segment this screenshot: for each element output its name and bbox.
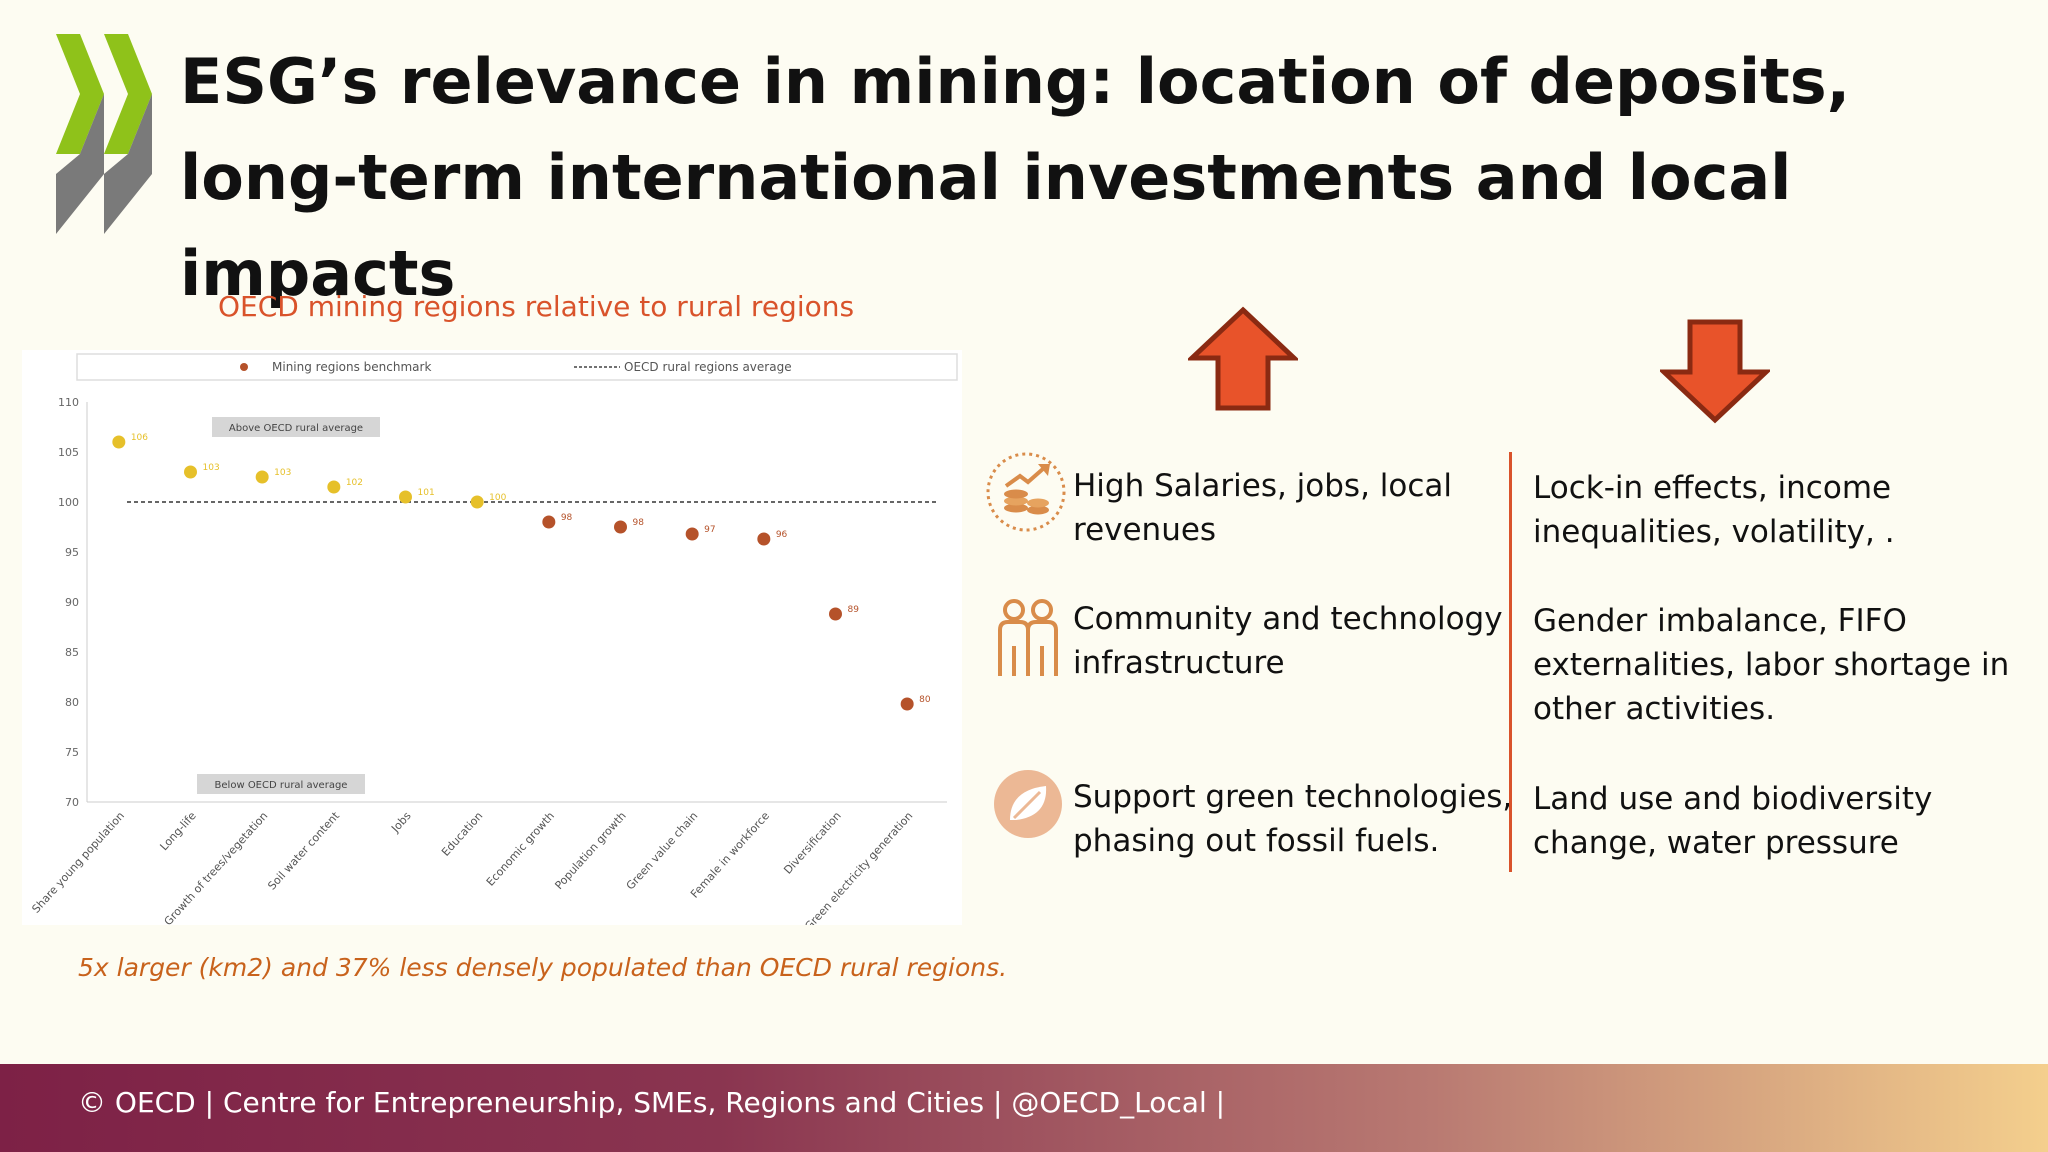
data-point bbox=[900, 697, 914, 711]
data-point bbox=[757, 532, 771, 546]
data-point bbox=[112, 435, 126, 449]
chart-legend-box bbox=[76, 353, 958, 381]
positive-impacts-arrow-up-icon bbox=[1188, 306, 1298, 411]
y-tick-label: 80 bbox=[65, 696, 79, 709]
legend-marker-mining bbox=[240, 363, 248, 371]
benefit-text-1: High Salaries, jobs, local revenues bbox=[1073, 468, 1453, 548]
legend-label-mining: Mining regions benchmark bbox=[272, 360, 431, 374]
y-tick-label: 100 bbox=[58, 496, 79, 509]
data-point bbox=[829, 607, 842, 621]
x-category-label: Long-life bbox=[157, 809, 198, 853]
logo-chevron-gray-lower-right bbox=[104, 94, 152, 234]
data-label: 102 bbox=[346, 478, 363, 488]
data-point bbox=[685, 527, 699, 541]
coins-growth-icon bbox=[986, 452, 1066, 532]
chart-title: OECD mining regions relative to rural re… bbox=[218, 290, 855, 323]
risk-text-1: Lock-in effects, income inequalities, vo… bbox=[1533, 470, 1895, 550]
data-point bbox=[542, 515, 556, 529]
risk-text-2: Gender imbalance, FIFO externalities, la… bbox=[1533, 603, 2010, 727]
y-tick-label: 110 bbox=[58, 396, 79, 409]
below-average-label: Below OECD rural average bbox=[215, 780, 348, 791]
x-category-label: Female in workforce bbox=[688, 809, 772, 900]
legend-label-oecd: OECD rural regions average bbox=[624, 360, 792, 374]
column-divider bbox=[1509, 452, 1512, 872]
data-label: 89 bbox=[848, 605, 860, 615]
x-category-label: Diversification bbox=[781, 809, 843, 876]
chart-note: 5x larger (km2) and 37% less densely pop… bbox=[78, 953, 1008, 982]
data-point bbox=[399, 490, 412, 504]
oecd-logo bbox=[56, 34, 152, 234]
data-point bbox=[255, 470, 269, 484]
y-tick-label: 85 bbox=[65, 646, 79, 659]
logo-chevron-gray-lower-left bbox=[56, 94, 104, 234]
footer-bar: © OECD | Centre for Entrepreneurship, SM… bbox=[0, 1064, 2048, 1152]
footer-text: © OECD | Centre for Entrepreneurship, SM… bbox=[78, 1086, 1226, 1119]
y-tick-label: 95 bbox=[65, 546, 79, 559]
y-tick-label: 75 bbox=[65, 746, 79, 759]
y-tick-label: 70 bbox=[65, 796, 79, 809]
data-point bbox=[614, 520, 627, 534]
people-icon bbox=[998, 599, 1058, 676]
data-point bbox=[184, 465, 197, 479]
x-category-label: Share young population bbox=[29, 809, 127, 915]
x-category-label: Green value chain bbox=[624, 809, 701, 892]
data-point bbox=[327, 480, 341, 494]
below-average-box bbox=[197, 774, 365, 794]
data-label: 80 bbox=[919, 695, 931, 705]
data-label: 101 bbox=[418, 488, 435, 498]
data-point bbox=[470, 495, 484, 509]
above-average-box bbox=[212, 417, 380, 437]
leaf-icon bbox=[994, 770, 1062, 838]
x-category-label: Jobs bbox=[388, 809, 414, 836]
above-average-label: Above OECD rural average bbox=[229, 423, 363, 434]
data-label: 96 bbox=[776, 530, 788, 540]
data-label: 106 bbox=[131, 433, 148, 443]
y-tick-label: 105 bbox=[58, 446, 79, 459]
x-category-label: Population growth bbox=[552, 809, 628, 892]
x-category-label: Economic growth bbox=[484, 809, 557, 888]
y-tick-label: 90 bbox=[65, 596, 79, 609]
chart-panel: Mining regions benchmark OECD rural regio… bbox=[22, 350, 962, 925]
slide-title: ESG’s relevance in mining: location of d… bbox=[180, 45, 1851, 310]
x-category-label: Education bbox=[439, 809, 485, 858]
data-label: 98 bbox=[561, 513, 573, 523]
benefit-text-2: Community and technology infrastructure bbox=[1073, 601, 1503, 681]
data-label: 97 bbox=[704, 525, 715, 535]
risk-text-3: Land use and biodiversity change, water … bbox=[1533, 781, 1933, 861]
data-label: 100 bbox=[489, 493, 506, 503]
negative-impacts-arrow-down-icon bbox=[1660, 319, 1770, 424]
benefit-text-3: Support green technologies, phasing out … bbox=[1073, 779, 1513, 859]
data-label: 103 bbox=[274, 468, 291, 478]
data-label: 103 bbox=[203, 463, 220, 473]
scatter-chart: Mining regions benchmark OECD rural regio… bbox=[29, 353, 958, 925]
data-label: 98 bbox=[633, 518, 645, 528]
x-category-label: Soil water content bbox=[265, 809, 342, 893]
